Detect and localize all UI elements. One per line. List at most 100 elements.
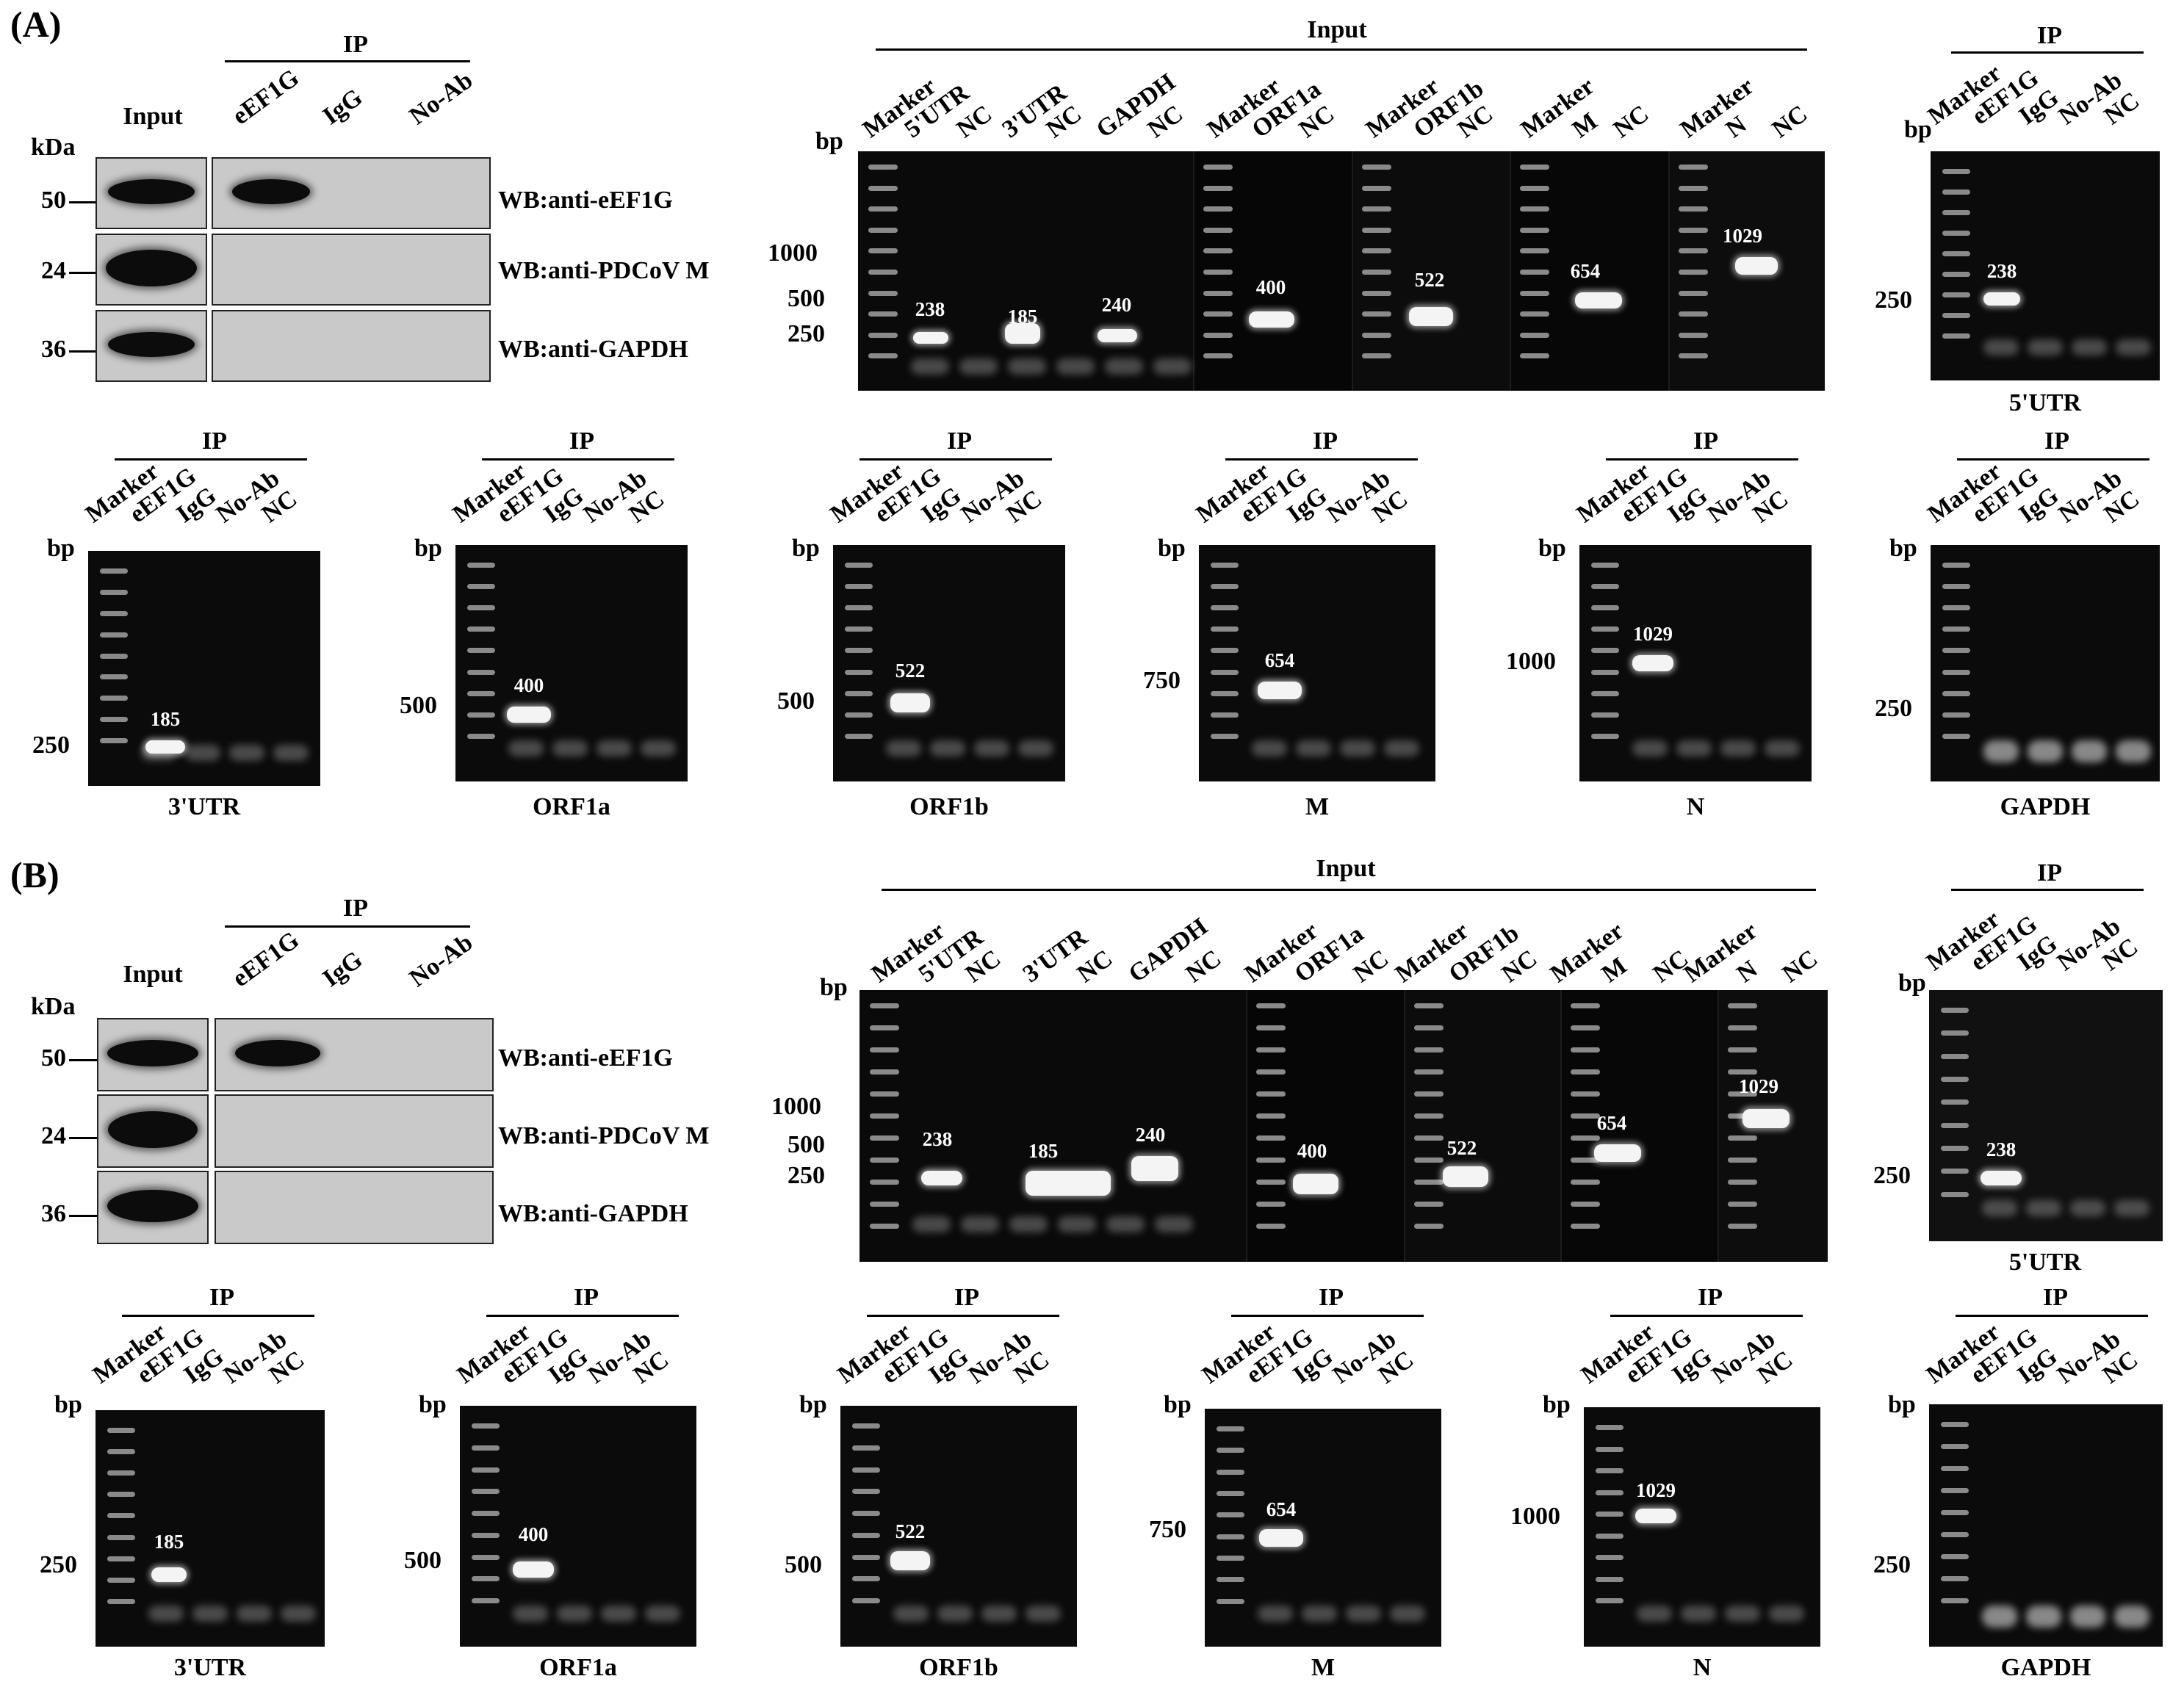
primer-dimer-smear — [1765, 740, 1800, 756]
ip-scale-tick: 250 — [1873, 1162, 1911, 1189]
ladder-rung — [1942, 563, 1970, 568]
ip-bar — [486, 1315, 679, 1317]
ladder-rung — [1256, 1158, 1286, 1163]
ladder-rung — [1203, 270, 1233, 275]
primer-dimer-smear — [1018, 740, 1053, 756]
bp-label: bp — [414, 535, 442, 562]
ip-target-label: ORF1b — [919, 1654, 998, 1681]
band-size-label: 654 — [1596, 1112, 1627, 1134]
ladder-rung — [1941, 1169, 1969, 1174]
primer-dimer-smear — [959, 358, 998, 375]
ladder-rung — [1571, 1091, 1600, 1097]
ladder-rung — [1679, 227, 1708, 233]
ladder-rung — [1679, 165, 1708, 170]
primer-dimer-smear — [1105, 358, 1143, 375]
ladder-rung — [868, 248, 898, 254]
ladder-rung — [1942, 648, 1970, 654]
ladder-rung — [1414, 1180, 1444, 1185]
ladder-rung — [1942, 210, 1970, 215]
ladder-rung — [868, 206, 898, 212]
ladder-rung — [1414, 1047, 1444, 1052]
ladder-rung — [467, 712, 495, 718]
bp-label: bp — [47, 535, 75, 562]
ladder-rung — [1203, 311, 1233, 317]
gel-band — [1635, 1509, 1676, 1523]
ladder-rung — [1203, 206, 1233, 212]
ladder-rung — [1728, 1025, 1757, 1030]
input-gel-bar — [882, 889, 1816, 891]
ladder-rung — [1217, 1448, 1244, 1454]
wb-ip-bar — [225, 60, 470, 62]
band-size-label: 238 — [1986, 260, 2017, 282]
ladder-rung — [1679, 353, 1708, 359]
ladder-rung — [107, 1428, 135, 1433]
ladder-rung — [1571, 1202, 1600, 1207]
ladder-rung — [1942, 231, 1970, 236]
ladder-rung — [1414, 1158, 1444, 1163]
ip-bar — [1951, 51, 2144, 54]
wb-kda-value: 50 — [41, 187, 66, 214]
ladder-rung — [1679, 311, 1708, 317]
ladder-rung — [1217, 1426, 1244, 1431]
primer-dimer-smear — [1637, 1606, 1672, 1622]
ladder-rung — [845, 626, 873, 632]
ladder-rung — [1571, 1135, 1600, 1141]
ladder-rung — [1217, 1598, 1244, 1604]
ladder-rung — [472, 1554, 500, 1560]
ladder-rung — [1217, 1512, 1244, 1518]
ladder-rung — [107, 1577, 135, 1583]
ladder-rung — [870, 1069, 899, 1075]
ladder-rung — [845, 733, 873, 739]
ip-label: IP — [1319, 1284, 1344, 1311]
ladder-rung — [1211, 563, 1239, 568]
wb-ip-bar — [225, 925, 470, 928]
ip-scale-tick: 250 — [40, 1551, 77, 1578]
primer-dimer-smear — [2116, 339, 2151, 355]
ladder-rung — [1256, 1025, 1286, 1030]
primer-dimer-smear — [1346, 1606, 1381, 1622]
input-lane-label: N — [1731, 955, 1763, 989]
ladder-rung — [1941, 1146, 1969, 1151]
primer-dimer-smear — [185, 745, 220, 761]
primer-dimer-smear — [1258, 1606, 1293, 1622]
ladder-rung — [870, 1158, 899, 1163]
gel-segment — [1404, 990, 1562, 1262]
ip-bar — [1956, 1315, 2148, 1317]
wb-antibody-label: WB:anti-PDCoV M — [498, 1122, 710, 1149]
ladder-rung — [1203, 165, 1233, 170]
primer-dimer-smear — [1155, 1216, 1193, 1232]
primer-dimer-smear — [2114, 1200, 2149, 1216]
wb-kda-value: 50 — [41, 1044, 66, 1072]
gel-band — [913, 332, 948, 344]
primer-dimer-smear — [893, 1606, 929, 1622]
ip-gel — [840, 1406, 1077, 1647]
ladder-rung — [1728, 1047, 1757, 1052]
input-scale-tick: 500 — [788, 1131, 825, 1158]
wb-lane-label: IgG — [317, 83, 368, 131]
ladder-rung — [1941, 1444, 1969, 1449]
band-size-label: 654 — [1570, 260, 1601, 282]
ladder-rung — [1571, 1047, 1600, 1052]
band-size-label: 185 — [1028, 1140, 1059, 1162]
primer-dimer-smear — [641, 740, 676, 756]
ladder-rung — [1679, 248, 1708, 254]
wb-band — [232, 179, 310, 204]
band-size-label: 185 — [154, 1531, 184, 1553]
band-size-label: 238 — [915, 298, 945, 320]
ladder-rung — [1520, 165, 1549, 170]
ladder-rung — [1596, 1512, 1623, 1517]
ladder-rung — [100, 674, 128, 680]
primer-dimer-smear — [1340, 740, 1375, 756]
ladder-rung — [870, 1135, 899, 1141]
ip-gel — [1929, 1404, 2163, 1647]
primer-dimer-smear — [1982, 1200, 2017, 1216]
band-size-label: 1029 — [1723, 225, 1762, 247]
ladder-rung — [472, 1598, 500, 1604]
ladder-rung — [1942, 733, 1970, 739]
ladder-rung — [100, 568, 128, 574]
primer-dimer-smear — [974, 740, 1009, 756]
ladder-rung — [845, 584, 873, 590]
ladder-rung — [107, 1556, 135, 1561]
ip-gel — [1205, 1409, 1441, 1647]
